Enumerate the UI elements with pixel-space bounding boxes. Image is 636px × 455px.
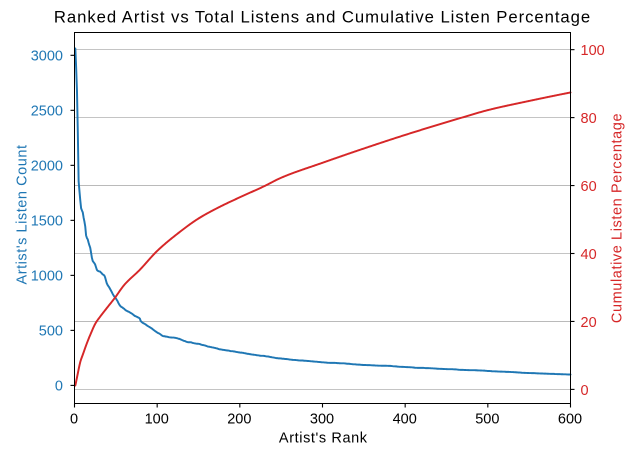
svg-text:20: 20 [581, 315, 597, 331]
svg-text:Artist's Rank: Artist's Rank [279, 430, 368, 446]
svg-text:2000: 2000 [31, 159, 63, 175]
svg-text:200: 200 [227, 412, 251, 428]
svg-text:300: 300 [310, 412, 334, 428]
svg-text:400: 400 [393, 412, 417, 428]
svg-text:Artist's Listen Count: Artist's Listen Count [14, 144, 30, 284]
svg-text:100: 100 [581, 43, 605, 59]
svg-text:500: 500 [475, 412, 499, 428]
svg-text:600: 600 [558, 412, 582, 428]
svg-text:0: 0 [70, 412, 78, 428]
svg-text:100: 100 [145, 412, 169, 428]
svg-text:1500: 1500 [31, 214, 63, 230]
svg-text:1000: 1000 [31, 269, 63, 285]
svg-text:3000: 3000 [31, 49, 63, 65]
svg-text:0: 0 [581, 383, 589, 399]
svg-text:Ranked Artist vs Total Listens: Ranked Artist vs Total Listens and Cumul… [54, 7, 591, 26]
svg-text:60: 60 [581, 179, 597, 195]
svg-text:0: 0 [55, 379, 63, 395]
svg-text:40: 40 [581, 247, 597, 263]
svg-text:500: 500 [39, 324, 63, 340]
svg-text:2500: 2500 [31, 104, 63, 120]
svg-text:Cumulative Listen Percentage: Cumulative Listen Percentage [610, 113, 626, 323]
svg-text:80: 80 [581, 111, 597, 127]
